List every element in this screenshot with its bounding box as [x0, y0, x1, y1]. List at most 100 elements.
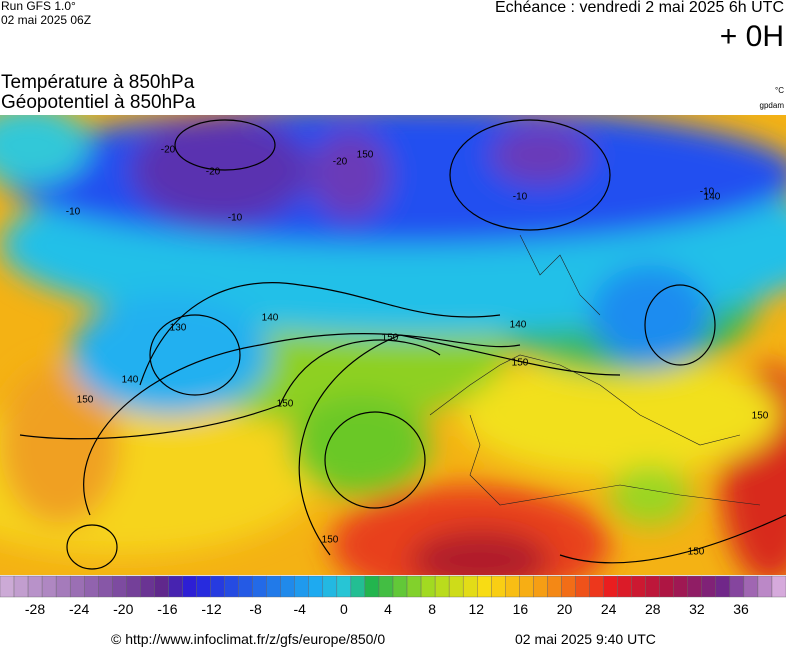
color-swatch: [603, 575, 618, 598]
color-swatch: [505, 575, 520, 598]
colorbar-tick-label: 0: [340, 601, 348, 617]
colorbar-tick-label: -24: [69, 601, 89, 617]
forecast-offset: + 0H: [719, 20, 784, 53]
contour-label: 130: [170, 323, 187, 334]
colorbar-tick-label: 16: [513, 601, 529, 617]
color-swatch: [715, 575, 731, 598]
footer-time: 02 mai 2025 9:40 UTC: [515, 631, 656, 647]
run-date: 02 mai 2025 06Z: [1, 13, 92, 27]
contour-label: 140: [704, 192, 721, 203]
colorbar-tick-label: 36: [733, 601, 749, 617]
contour-label: 150: [512, 358, 529, 369]
contour-label: 150: [357, 150, 374, 161]
colorbar-tick-label: 24: [601, 601, 617, 617]
unit-geopotential: gpdam: [759, 101, 784, 110]
color-swatch: [69, 575, 85, 598]
geopotential-contours: [19, 119, 786, 570]
color-swatch: [617, 575, 632, 598]
color-swatch: [140, 575, 155, 598]
color-swatch: [561, 575, 576, 598]
color-swatch: [491, 575, 506, 598]
color-swatch: [266, 575, 281, 598]
contour-label: -10: [700, 187, 715, 198]
title-temperature: Température à 850hPa: [1, 72, 195, 93]
color-swatch: [98, 575, 113, 598]
contour-label: 150: [688, 547, 705, 558]
color-swatch: [84, 575, 99, 598]
color-swatch: [13, 575, 29, 598]
title-geopotential: Géopotentiel à 850hPa: [1, 92, 196, 113]
color-swatch: [322, 575, 338, 598]
contour-label: -20: [206, 167, 221, 178]
color-swatch: [0, 575, 15, 598]
color-swatch: [743, 575, 759, 598]
color-swatch: [364, 575, 380, 598]
colorbar-tick-label: 32: [689, 601, 705, 617]
color-swatch: [55, 575, 71, 598]
coastlines: [429, 234, 761, 506]
contour-label: -10: [513, 192, 528, 203]
color-swatch: [252, 575, 267, 598]
forecast-time: Echéance : vendredi 2 mai 2025 6h UTC: [494, 0, 784, 16]
contour-label: 150: [752, 411, 769, 422]
color-swatch: [280, 575, 295, 598]
color-swatch: [238, 575, 253, 598]
color-swatch: [336, 575, 352, 598]
color-swatch: [168, 575, 183, 598]
color-swatch: [392, 575, 408, 598]
color-swatch: [182, 575, 197, 598]
contour-label: -10: [66, 207, 81, 218]
color-swatch: [434, 575, 450, 598]
color-swatch: [687, 575, 702, 598]
color-swatch: [701, 575, 717, 598]
color-swatch: [533, 575, 548, 598]
run-label: Run GFS 1.0°: [1, 0, 76, 13]
color-swatch: [673, 575, 688, 598]
color-swatch: [575, 575, 590, 598]
color-swatch: [406, 575, 422, 598]
colorbar-tick-label: 20: [557, 601, 573, 617]
colorbar: -28 -24 -20 -16 -12 -8 -4 0 4 8 12 16 20 24 28 32 36: [0, 575, 786, 617]
colorbar-tick-label: 8: [428, 601, 436, 617]
contour-label: 140: [262, 313, 279, 324]
color-swatch: [547, 575, 562, 598]
color-swatch: [771, 575, 786, 598]
contour-label: 150: [382, 333, 399, 344]
color-swatch: [210, 575, 225, 598]
contour-label: -20: [161, 145, 176, 156]
color-swatch: [589, 575, 604, 598]
color-swatch: [659, 575, 674, 598]
contour-label: -20: [333, 157, 348, 168]
colorbar-tick-label: 12: [468, 601, 484, 617]
colorbar-tick-label: -16: [157, 601, 177, 617]
contour-label: 140: [510, 320, 527, 331]
colorbar-tick-label: -20: [113, 601, 133, 617]
color-swatch: [645, 575, 660, 598]
color-swatch: [154, 575, 169, 598]
unit-temperature: °C: [775, 86, 784, 95]
color-swatch: [126, 575, 141, 598]
colorbar-tick-label: -12: [201, 601, 221, 617]
colorbar-tick-label: -4: [294, 601, 307, 617]
color-swatch: [27, 575, 43, 598]
color-swatch: [41, 575, 57, 598]
color-swatch: [462, 575, 478, 598]
color-swatch: [729, 575, 745, 598]
colorbar-tick-label: -8: [249, 601, 262, 617]
contour-label: 150: [277, 399, 294, 410]
contour-label: 150: [322, 535, 339, 546]
color-swatch: [350, 575, 366, 598]
color-swatch: [294, 575, 309, 598]
color-swatch: [112, 575, 127, 598]
color-swatch: [757, 575, 773, 598]
contour-label: 150: [77, 395, 94, 406]
colorbar-tick-label: 4: [384, 601, 392, 617]
color-swatch: [308, 575, 324, 598]
colorbar-tick-label: 28: [645, 601, 661, 617]
footer-url: © http://www.infoclimat.fr/z/gfs/europe/…: [111, 631, 386, 647]
color-swatch: [420, 575, 436, 598]
contour-label: 140: [122, 375, 139, 386]
color-swatch: [477, 575, 492, 598]
